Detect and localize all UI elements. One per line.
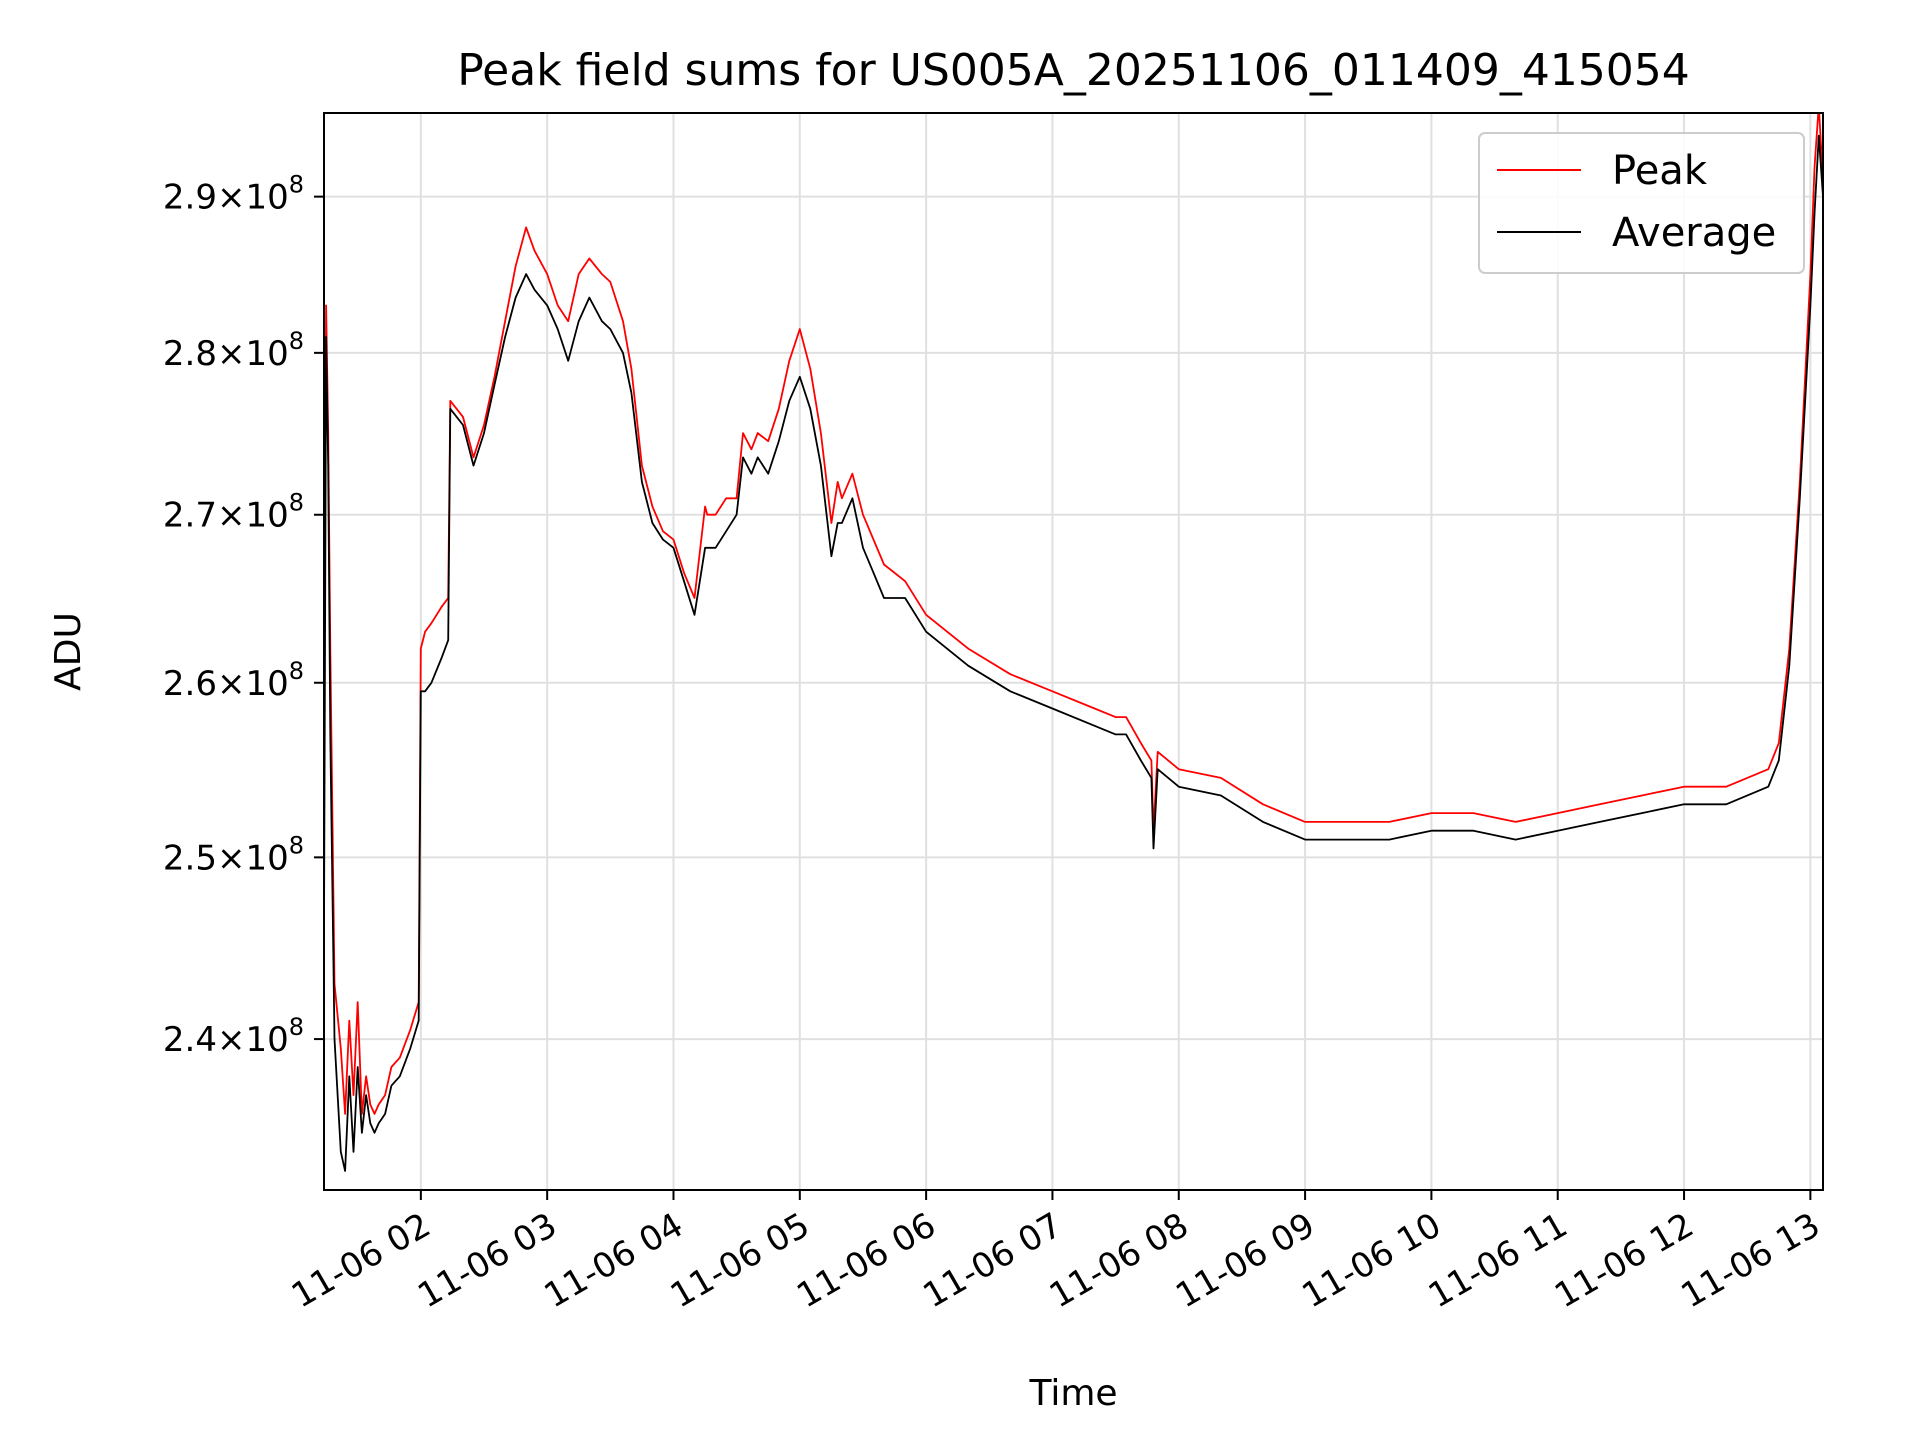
y-tick-exponent: 8 [289,1013,304,1041]
x-tick-label: 11-06 09 [1169,1205,1321,1316]
y-tick-mantissa: 2.7 [163,496,217,536]
x-tick-label: 11-06 13 [1674,1205,1826,1316]
x-tick-label: 11-06 03 [411,1205,563,1316]
grid [324,113,1823,1190]
y-tick-mantissa: 2.6 [163,664,217,704]
x-tick-label: 11-06 04 [538,1205,690,1316]
y-tick-mantissa: 2.4 [163,1020,217,1060]
series-line-peak [324,113,1823,1115]
y-tick-label: 2.6×108 [163,657,304,704]
legend: Peak Average [1478,132,1805,274]
y-tick-mantissa: 2.9 [163,178,217,218]
series-line-average [324,134,1823,1172]
x-axis-label: Time [1028,1373,1117,1414]
y-tick-times: ×10 [217,1020,289,1060]
x-tick-label: 11-06 11 [1422,1205,1574,1316]
y-axis: 2.4×1082.5×1082.6×1082.7×1082.8×1082.9×1… [163,171,324,1060]
y-tick-exponent: 8 [289,327,304,355]
x-tick-label: 11-06 06 [790,1205,942,1316]
legend-box [1478,132,1805,274]
x-tick-label: 11-06 12 [1548,1205,1700,1316]
y-tick-label: 2.7×108 [163,489,304,536]
x-tick-label: 11-06 10 [1296,1205,1448,1316]
legend-label-peak: Peak [1612,148,1708,194]
y-tick-mantissa: 2.5 [163,838,217,878]
y-tick-label: 2.9×108 [163,171,304,218]
y-tick-exponent: 8 [289,831,304,859]
y-tick-exponent: 8 [289,171,304,199]
plot-area-frame [323,112,1824,1191]
legend-label-average: Average [1612,210,1776,256]
chart-title: Peak field sums for US005A_20251106_0114… [457,45,1690,96]
y-tick-label: 2.5×108 [163,831,304,878]
y-tick-times: ×10 [217,334,289,374]
y-tick-times: ×10 [217,838,289,878]
y-tick-times: ×10 [217,178,289,218]
y-axis-label: ADU [48,612,89,691]
x-tick-label: 11-06 02 [285,1205,437,1316]
y-tick-mantissa: 2.8 [163,334,217,374]
y-tick-exponent: 8 [289,489,304,517]
series-layer [324,113,1823,1172]
x-tick-label: 11-06 08 [1043,1205,1195,1316]
y-tick-times: ×10 [217,664,289,704]
y-tick-label: 2.4×108 [163,1013,304,1060]
x-tick-label: 11-06 07 [917,1205,1069,1316]
x-tick-label: 11-06 05 [664,1205,816,1316]
y-tick-times: ×10 [217,496,289,536]
y-tick-exponent: 8 [289,657,304,685]
y-tick-label: 2.8×108 [163,327,304,374]
